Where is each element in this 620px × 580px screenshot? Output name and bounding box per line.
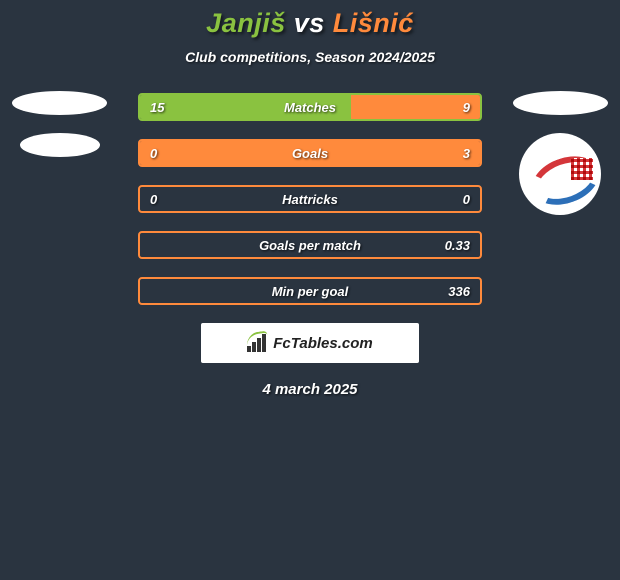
vs-text: vs — [294, 8, 325, 38]
stat-value-right: 3 — [463, 146, 470, 161]
stat-value-right: 0.33 — [445, 238, 470, 253]
logo-text: FcTables.com — [273, 335, 372, 352]
stat-value-left: 15 — [150, 100, 164, 115]
stat-label: Hattricks — [282, 192, 338, 207]
stat-value-left: 0 — [150, 192, 157, 207]
player1-club-placeholder — [20, 133, 100, 157]
stat-row: Goals per match 0.33 — [138, 231, 482, 259]
comparison-title: Janjiš vs Lišnić — [0, 8, 620, 39]
stat-value-right: 336 — [448, 284, 470, 299]
fctables-logo: FcTables.com — [201, 323, 419, 363]
player2-photo-placeholder — [513, 91, 608, 115]
stat-fill-right — [351, 95, 480, 119]
stat-label: Min per goal — [272, 284, 349, 299]
stat-label: Goals per match — [259, 238, 361, 253]
stat-row: 15 Matches 9 — [138, 93, 482, 121]
stat-row: 0 Hattricks 0 — [138, 185, 482, 213]
player2-badge-group — [513, 91, 608, 215]
stat-rows: 15 Matches 9 0 Goals 3 0 Hattricks 0 Goals per ma… — [138, 93, 482, 305]
stat-value-left: 0 — [150, 146, 157, 161]
stat-row: Min per goal 336 — [138, 277, 482, 305]
stat-value-right: 0 — [463, 192, 470, 207]
player1-badge-group — [12, 91, 107, 157]
stat-row: 0 Goals 3 — [138, 139, 482, 167]
stat-label: Goals — [292, 146, 328, 161]
player2-name: Lišnić — [333, 8, 414, 38]
player1-name: Janjiš — [206, 8, 286, 38]
player1-photo-placeholder — [12, 91, 107, 115]
subtitle: Club competitions, Season 2024/2025 — [0, 49, 620, 65]
stat-value-right: 9 — [463, 100, 470, 115]
date: 4 march 2025 — [0, 381, 620, 398]
player2-club-badge — [519, 133, 601, 215]
chart-icon — [247, 334, 267, 352]
stat-label: Matches — [284, 100, 336, 115]
